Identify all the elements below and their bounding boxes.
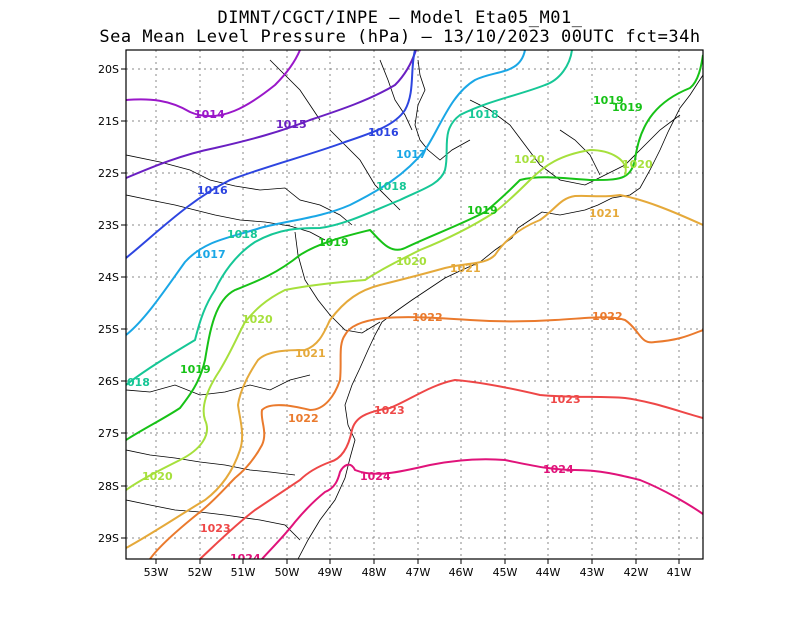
lon-label: 51W	[231, 566, 256, 579]
contour-label: 1016	[368, 126, 399, 139]
contour-label: 1023	[374, 404, 405, 417]
contour-label: 1015	[276, 118, 307, 131]
contour-label: 1022	[592, 310, 623, 323]
title-line-2: Sea Mean Level Pressure (hPa) — 13/10/20…	[99, 27, 701, 47]
contour-label: 1020	[622, 158, 653, 171]
lat-label: 27S	[98, 427, 119, 440]
axis-ticks	[121, 68, 680, 564]
lat-label: 20S	[98, 63, 119, 76]
coastline-borders	[126, 59, 703, 559]
lat-label: 22S	[98, 167, 119, 180]
lon-label: 44W	[536, 566, 561, 579]
lat-label: 21S	[98, 115, 119, 128]
contour-label: 1020	[142, 470, 173, 483]
lon-label: 42W	[624, 566, 649, 579]
lon-label: 43W	[580, 566, 605, 579]
title-line-1: DIMNT/CGCT/INPE — Model Eta05_M01_	[217, 8, 583, 28]
longitude-labels: 53W 52W 51W 50W 49W 48W 47W 46W 45W 44W …	[144, 566, 692, 579]
contour-label: 1021	[295, 347, 326, 360]
contour-label: 1021	[450, 262, 481, 275]
contour-label: 1019	[318, 236, 349, 249]
contour-labels: 1014 1015 1016 1016 1017 1017 1018 1018 …	[127, 94, 653, 565]
lat-label: 24S	[98, 271, 119, 284]
lon-label: 45W	[493, 566, 518, 579]
lat-label: 25S	[98, 323, 119, 336]
contour-label: 1018	[227, 228, 258, 241]
gridlines	[126, 50, 703, 559]
lon-label: 53W	[144, 566, 169, 579]
contour-label: 1017	[396, 148, 427, 161]
contour-label: 1020	[242, 313, 273, 326]
contour-label: 1019	[612, 101, 643, 114]
contour-label: 1016	[197, 184, 228, 197]
contour-label: 1023	[550, 393, 581, 406]
lon-label: 52W	[188, 566, 213, 579]
contour-label: 1022	[288, 412, 319, 425]
contour-label: 1019	[180, 363, 211, 376]
lon-label: 49W	[318, 566, 343, 579]
contour-label: 1024	[360, 470, 391, 483]
contour-label: 1022	[412, 311, 443, 324]
contour-label: 1023	[200, 522, 231, 535]
lon-label: 41W	[667, 566, 692, 579]
lat-label: 29S	[98, 532, 119, 545]
contour-label: 1024	[230, 552, 261, 565]
contour-label: 1017	[195, 248, 226, 261]
lon-label: 50W	[275, 566, 300, 579]
contour-label: 1018	[376, 180, 407, 193]
latitude-labels: 20S 21S 22S 23S 24S 25S 26S 27S 28S 29S	[98, 63, 119, 545]
contour-label: 1020	[514, 153, 545, 166]
contour-label: 1014	[194, 108, 225, 121]
lon-label: 47W	[406, 566, 431, 579]
contour-label: 1019	[467, 204, 498, 217]
contour-label: 1018	[468, 108, 499, 121]
contour-label: 1019	[593, 94, 624, 107]
lat-label: 28S	[98, 480, 119, 493]
plot-frame	[125, 49, 704, 560]
lat-label: 23S	[98, 219, 119, 232]
lon-label: 48W	[362, 566, 387, 579]
contour-label: 1020	[396, 255, 427, 268]
lat-label: 26S	[98, 375, 119, 388]
contour-label: 1024	[543, 463, 574, 476]
isobars	[126, 50, 703, 559]
contour-label: 1021	[589, 207, 620, 220]
contour-label: 018	[127, 376, 150, 389]
lon-label: 46W	[449, 566, 474, 579]
